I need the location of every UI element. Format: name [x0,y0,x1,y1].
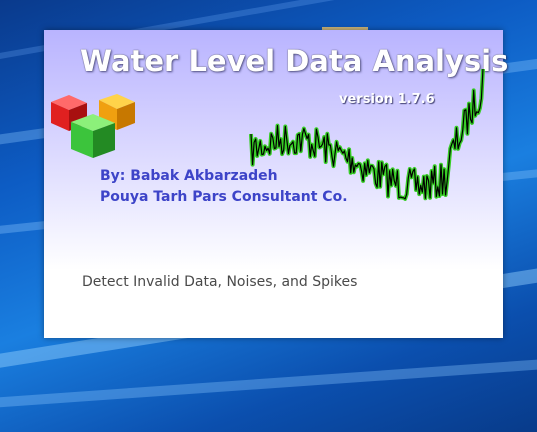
chart-line [250,68,484,200]
splash-window: Water Level Data Analysis version 1.7.6 … [44,30,508,338]
background-window-edge [322,27,368,31]
wallpaper-light-beam [0,351,537,410]
stacked-cubes-icon [51,94,135,158]
version-label: version 1.7.6 [339,92,435,107]
company-name: Pouya Tarh Pars Consultant Co. [100,189,348,205]
app-title: Water Level Data Analysis [80,44,509,78]
water-level-chart-graphic [249,68,485,201]
green-cube-icon [71,114,115,158]
author-credits: By: Babak Akbarzadeh Pouya Tarh Pars Con… [100,166,348,208]
app-tagline: Detect Invalid Data, Noises, and Spikes [82,274,358,290]
author-name: By: Babak Akbarzadeh [100,168,278,184]
